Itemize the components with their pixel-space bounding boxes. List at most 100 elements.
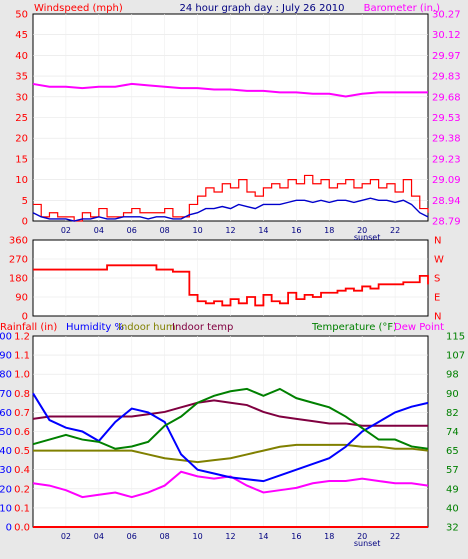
x-tick-label: 18 bbox=[324, 226, 334, 235]
y-tick-label: 50 bbox=[15, 10, 28, 21]
y-tick-label: 29.83 bbox=[432, 72, 461, 83]
y-tick-label: 60 bbox=[0, 408, 12, 419]
y-tick-label: 15 bbox=[15, 154, 28, 165]
y-tick-label: 0.0 bbox=[14, 523, 30, 534]
y-tick-label: 82 bbox=[446, 408, 459, 419]
y-tick-label: 70 bbox=[0, 389, 12, 400]
y-tick-label: S bbox=[434, 274, 440, 285]
x-tick-label: 02 bbox=[61, 226, 71, 235]
sunset-label: sunset bbox=[354, 539, 381, 548]
x-tick-label: 06 bbox=[127, 226, 137, 235]
y-tick-label: 28.79 bbox=[432, 217, 461, 228]
y-tick-label: 30 bbox=[15, 92, 28, 103]
y-tick-label: 57 bbox=[446, 465, 459, 476]
y-tick-label: 270 bbox=[9, 255, 28, 266]
y-tick-label: 65 bbox=[446, 446, 459, 457]
y-tick-label: 35 bbox=[15, 72, 28, 83]
indoor-hum-legend: Indoor hum bbox=[118, 322, 176, 333]
x-tick-label: 20 bbox=[357, 226, 367, 235]
x-tick-label: 08 bbox=[160, 532, 170, 541]
y-tick-label: 30 bbox=[0, 465, 12, 476]
y-tick-label: 10 bbox=[0, 503, 12, 514]
y-tick-label: 180 bbox=[9, 274, 28, 285]
y-tick-label: 20 bbox=[0, 484, 12, 495]
y-tick-label: 90 bbox=[446, 389, 459, 400]
y-tick-label: 49 bbox=[446, 484, 459, 495]
y-tick-label: 80 bbox=[0, 370, 12, 381]
x-tick-label: 04 bbox=[94, 532, 104, 541]
y-tick-label: N bbox=[434, 312, 441, 323]
avg-wind-line bbox=[32, 197, 429, 222]
y-tick-label: 1.1 bbox=[14, 351, 30, 362]
dew-point-legend: Dew Point bbox=[394, 322, 444, 333]
indoor-temp-legend: Indoor temp bbox=[172, 322, 233, 333]
y-tick-label: 5 bbox=[22, 196, 28, 207]
y-tick-label: 0 bbox=[6, 523, 12, 534]
temperature-axis-title: Temperature (°F) bbox=[311, 322, 397, 333]
indoor-temp-line bbox=[32, 399, 428, 427]
x-tick-label: 02 bbox=[61, 532, 71, 541]
y-tick-label: 115 bbox=[446, 332, 465, 343]
y-tick-label: 40 bbox=[15, 51, 28, 62]
windspeed-axis-title: Windspeed (mph) bbox=[34, 3, 123, 14]
y-tick-label: 0 bbox=[22, 217, 28, 228]
x-tick-label: 08 bbox=[160, 226, 170, 235]
y-tick-label: 100 bbox=[0, 332, 12, 343]
x-tick-label: 04 bbox=[94, 226, 104, 235]
barometer-line bbox=[32, 82, 428, 98]
y-tick-label: 10 bbox=[15, 175, 28, 186]
x-tick-label: 16 bbox=[291, 226, 301, 235]
y-tick-label: 29.53 bbox=[432, 113, 461, 124]
y-tick-label: 107 bbox=[446, 351, 465, 362]
y-tick-label: 29.97 bbox=[432, 51, 461, 62]
y-tick-label: 29.09 bbox=[432, 175, 461, 186]
temperature-line bbox=[32, 387, 429, 450]
y-tick-label: 29.68 bbox=[432, 92, 461, 103]
sunset-label: sunset bbox=[354, 233, 381, 242]
y-tick-label: 40 bbox=[446, 503, 459, 514]
y-tick-label: 25 bbox=[15, 113, 28, 124]
y-tick-label: 40 bbox=[0, 446, 12, 457]
windspeed-line bbox=[33, 174, 429, 222]
y-tick-label: 50 bbox=[0, 427, 12, 438]
y-tick-label: 45 bbox=[15, 30, 28, 41]
y-tick-label: 90 bbox=[15, 293, 28, 304]
indoor-hum-line bbox=[33, 443, 429, 464]
y-tick-label: 28.94 bbox=[432, 196, 461, 207]
y-tick-label: 0.6 bbox=[14, 427, 30, 438]
y-tick-label: 0.4 bbox=[14, 465, 30, 476]
x-tick-label: 14 bbox=[258, 226, 268, 235]
y-tick-label: 29.23 bbox=[432, 154, 461, 165]
y-tick-label: 20 bbox=[15, 134, 28, 145]
wind-direction-line bbox=[33, 264, 429, 307]
humidity-axis-title: Humidity % bbox=[66, 322, 124, 333]
y-tick-label: 0.7 bbox=[14, 408, 30, 419]
x-tick-label: 14 bbox=[258, 532, 268, 541]
x-tick-label: 20 bbox=[357, 532, 367, 541]
y-tick-label: 29.38 bbox=[432, 134, 461, 145]
y-tick-label: 0.2 bbox=[14, 484, 30, 495]
y-tick-label: 0.5 bbox=[14, 446, 30, 457]
y-tick-label: N bbox=[434, 236, 441, 247]
y-tick-label: E bbox=[434, 293, 440, 304]
x-tick-label: 12 bbox=[225, 226, 235, 235]
x-tick-label: 10 bbox=[192, 532, 202, 541]
rainfall-axis-title: Rainfall (in) bbox=[0, 322, 57, 333]
y-tick-label: W bbox=[434, 255, 444, 266]
y-tick-label: 1.0 bbox=[14, 370, 30, 381]
x-tick-label: 16 bbox=[291, 532, 301, 541]
x-tick-label: 06 bbox=[127, 532, 137, 541]
x-tick-label: 22 bbox=[390, 226, 400, 235]
y-tick-label: 30.12 bbox=[432, 30, 461, 41]
x-tick-label: 12 bbox=[225, 532, 235, 541]
y-tick-label: 98 bbox=[446, 370, 459, 381]
x-tick-label: 22 bbox=[390, 532, 400, 541]
y-tick-label: 360 bbox=[9, 236, 28, 247]
y-tick-label: 0 bbox=[22, 312, 28, 323]
y-tick-label: 30.27 bbox=[432, 10, 461, 21]
barometer-axis-title: Barometer (in.) bbox=[364, 3, 440, 14]
y-tick-label: 90 bbox=[0, 351, 12, 362]
y-tick-label: 32 bbox=[446, 523, 459, 534]
chart-title: 24 hour graph day : July 26 2010 bbox=[179, 3, 344, 14]
